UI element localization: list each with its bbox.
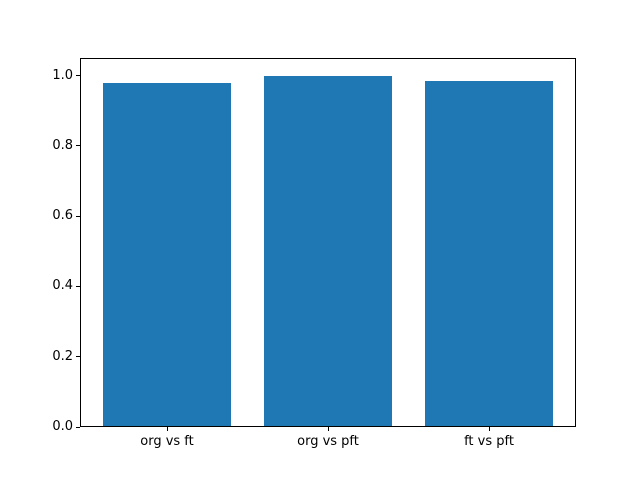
bar-ft-vs-pft xyxy=(424,80,554,427)
y-tick-mark xyxy=(76,285,80,287)
x-tick-label: org vs pft xyxy=(297,434,359,449)
y-tick-mark xyxy=(76,356,80,358)
bar-org-vs-ft xyxy=(102,82,232,427)
y-tick-label: 0.4 xyxy=(52,278,73,294)
x-tick-label: ft vs pft xyxy=(464,434,514,449)
y-tick-mark xyxy=(76,426,80,428)
bar-org-vs-pft xyxy=(263,75,393,427)
y-tick-label: 0.6 xyxy=(52,208,73,224)
y-tick-mark xyxy=(76,215,80,217)
y-tick-label: 1.0 xyxy=(52,67,73,83)
x-tick-mark xyxy=(166,427,168,431)
x-tick-mark xyxy=(327,427,329,431)
y-tick-mark xyxy=(76,75,80,77)
y-tick-label: 0.8 xyxy=(52,137,73,153)
plot-area xyxy=(80,58,576,427)
x-tick-mark xyxy=(488,427,490,431)
x-tick-label: org vs ft xyxy=(140,434,194,449)
y-tick-mark xyxy=(76,145,80,147)
y-tick-label: 0.0 xyxy=(52,419,73,434)
y-tick-label: 0.2 xyxy=(52,348,73,364)
